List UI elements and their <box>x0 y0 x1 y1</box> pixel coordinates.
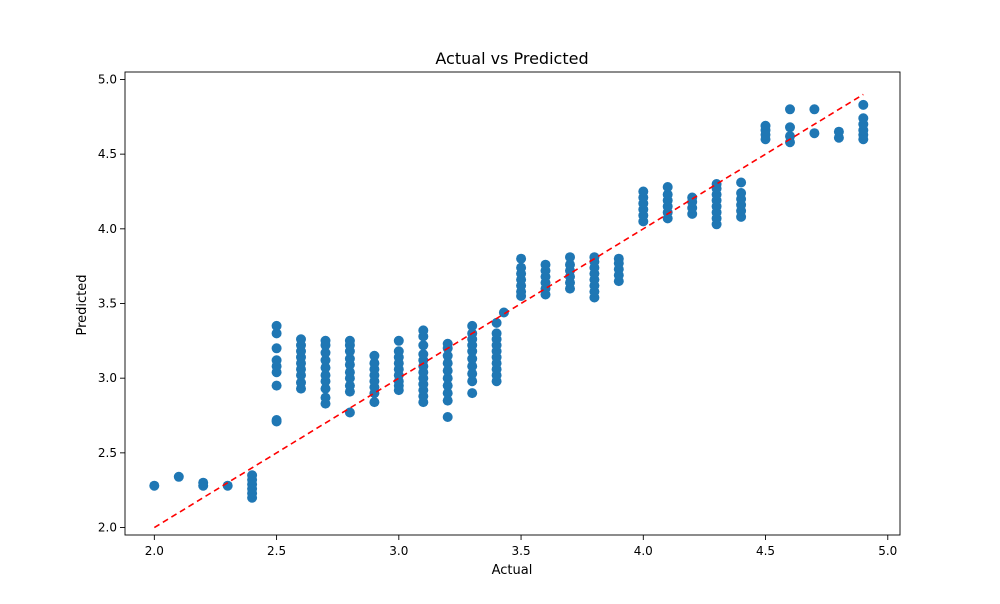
data-point <box>833 126 844 137</box>
data-point <box>393 335 404 346</box>
data-point <box>442 350 453 361</box>
data-point <box>442 365 453 376</box>
data-point <box>222 480 233 491</box>
data-point <box>809 128 820 139</box>
x-tick-label: 5.0 <box>878 544 897 558</box>
x-axis-label: Actual <box>492 563 533 578</box>
data-point <box>736 177 747 188</box>
data-point <box>418 349 429 360</box>
x-axis-ticks: 2.0 2.5 3.0 3.5 4.0 4.5 5.0 <box>145 535 897 558</box>
data-point <box>785 104 795 115</box>
data-point <box>565 252 575 263</box>
x-tick-label: 4.0 <box>634 544 653 558</box>
data-point <box>344 407 355 418</box>
points-layer <box>149 99 869 503</box>
data-point <box>344 367 355 378</box>
data-point <box>442 373 453 384</box>
data-point <box>369 358 380 369</box>
data-point <box>418 340 429 351</box>
data-point <box>149 480 160 491</box>
data-point <box>467 388 478 399</box>
y-tick-label: 3.5 <box>98 297 117 311</box>
data-point <box>498 307 509 318</box>
data-point <box>736 188 747 198</box>
data-point <box>467 361 478 372</box>
y-tick-label: 3.0 <box>98 371 117 385</box>
data-point <box>247 470 258 481</box>
data-point <box>613 253 624 264</box>
data-point <box>320 362 331 373</box>
data-point <box>687 192 698 203</box>
data-point <box>344 335 355 346</box>
data-point <box>320 347 331 358</box>
x-tick-label: 3.0 <box>389 544 408 558</box>
data-point <box>173 471 184 482</box>
data-point <box>320 335 331 346</box>
data-point <box>320 383 331 394</box>
y-tick-label: 4.0 <box>98 222 117 236</box>
x-tick-label: 3.5 <box>512 544 531 558</box>
data-point <box>858 113 869 124</box>
y-tick-label: 2.5 <box>98 446 117 460</box>
data-point <box>418 325 429 336</box>
data-point <box>467 376 478 387</box>
data-point <box>369 397 380 408</box>
data-point <box>320 392 331 403</box>
data-point <box>565 259 575 270</box>
y-tick-label: 4.5 <box>98 147 117 161</box>
data-point <box>491 317 502 328</box>
data-point <box>662 182 673 192</box>
x-tick-label: 2.5 <box>267 544 286 558</box>
data-point <box>320 355 331 366</box>
data-point <box>393 346 404 357</box>
data-point <box>271 355 282 366</box>
data-point <box>809 104 820 115</box>
data-point <box>344 353 355 364</box>
data-point <box>467 353 478 364</box>
data-point <box>711 179 722 189</box>
data-point <box>516 253 527 264</box>
data-point <box>858 99 869 110</box>
reference-line <box>153 93 864 529</box>
data-point <box>271 328 282 339</box>
data-point <box>320 370 331 381</box>
data-point <box>296 334 306 345</box>
data-point <box>467 320 478 331</box>
chart-title: Actual vs Predicted <box>435 49 588 68</box>
data-point <box>638 186 649 197</box>
data-point <box>442 412 453 422</box>
data-point <box>540 259 551 270</box>
data-point <box>442 380 453 391</box>
data-point <box>467 368 478 379</box>
data-point <box>662 189 673 200</box>
data-point <box>785 122 795 133</box>
x-tick-label: 2.0 <box>145 544 164 558</box>
data-point <box>516 262 527 273</box>
data-point <box>760 120 771 131</box>
data-point <box>271 415 282 425</box>
data-point <box>491 328 502 339</box>
data-point <box>785 131 795 142</box>
y-axis-label: Predicted <box>75 274 90 335</box>
data-point <box>442 388 453 399</box>
x-tick-label: 4.5 <box>756 544 775 558</box>
data-point <box>271 380 282 391</box>
data-point <box>296 377 306 388</box>
data-point <box>442 358 453 369</box>
data-point <box>442 338 453 349</box>
data-point <box>442 395 453 406</box>
data-point <box>271 320 282 331</box>
y-tick-label: 5.0 <box>98 72 117 86</box>
y-axis-ticks: 2.0 2.5 3.0 3.5 4.0 4.5 5.0 <box>98 72 125 535</box>
data-point <box>344 380 355 391</box>
data-point <box>369 350 380 361</box>
data-point <box>198 477 209 488</box>
y-tick-label: 2.0 <box>98 521 117 535</box>
data-point <box>271 343 282 354</box>
